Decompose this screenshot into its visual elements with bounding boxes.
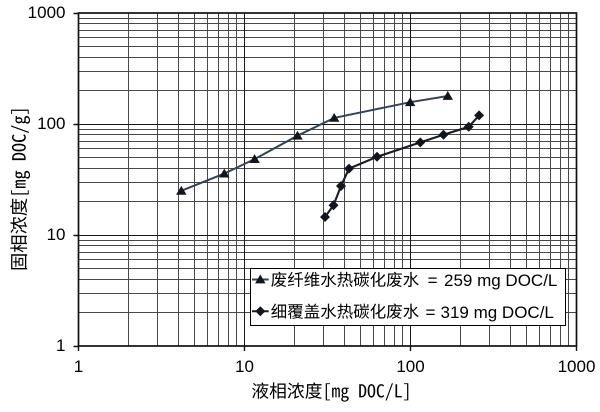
svg-text:1: 1 (56, 336, 65, 355)
svg-text:=: = (428, 271, 438, 290)
svg-text:1000: 1000 (28, 3, 66, 22)
svg-text:10: 10 (235, 357, 254, 376)
svg-text:319 mg DOC/L: 319 mg DOC/L (441, 303, 554, 322)
svg-text:259 mg DOC/L: 259 mg DOC/L (444, 271, 557, 290)
svg-text:10: 10 (47, 225, 66, 244)
svg-text:1000: 1000 (558, 357, 596, 376)
svg-text:=: = (426, 303, 436, 322)
svg-text:1: 1 (74, 357, 83, 376)
svg-text:100: 100 (396, 357, 424, 376)
svg-text:100: 100 (37, 114, 65, 133)
